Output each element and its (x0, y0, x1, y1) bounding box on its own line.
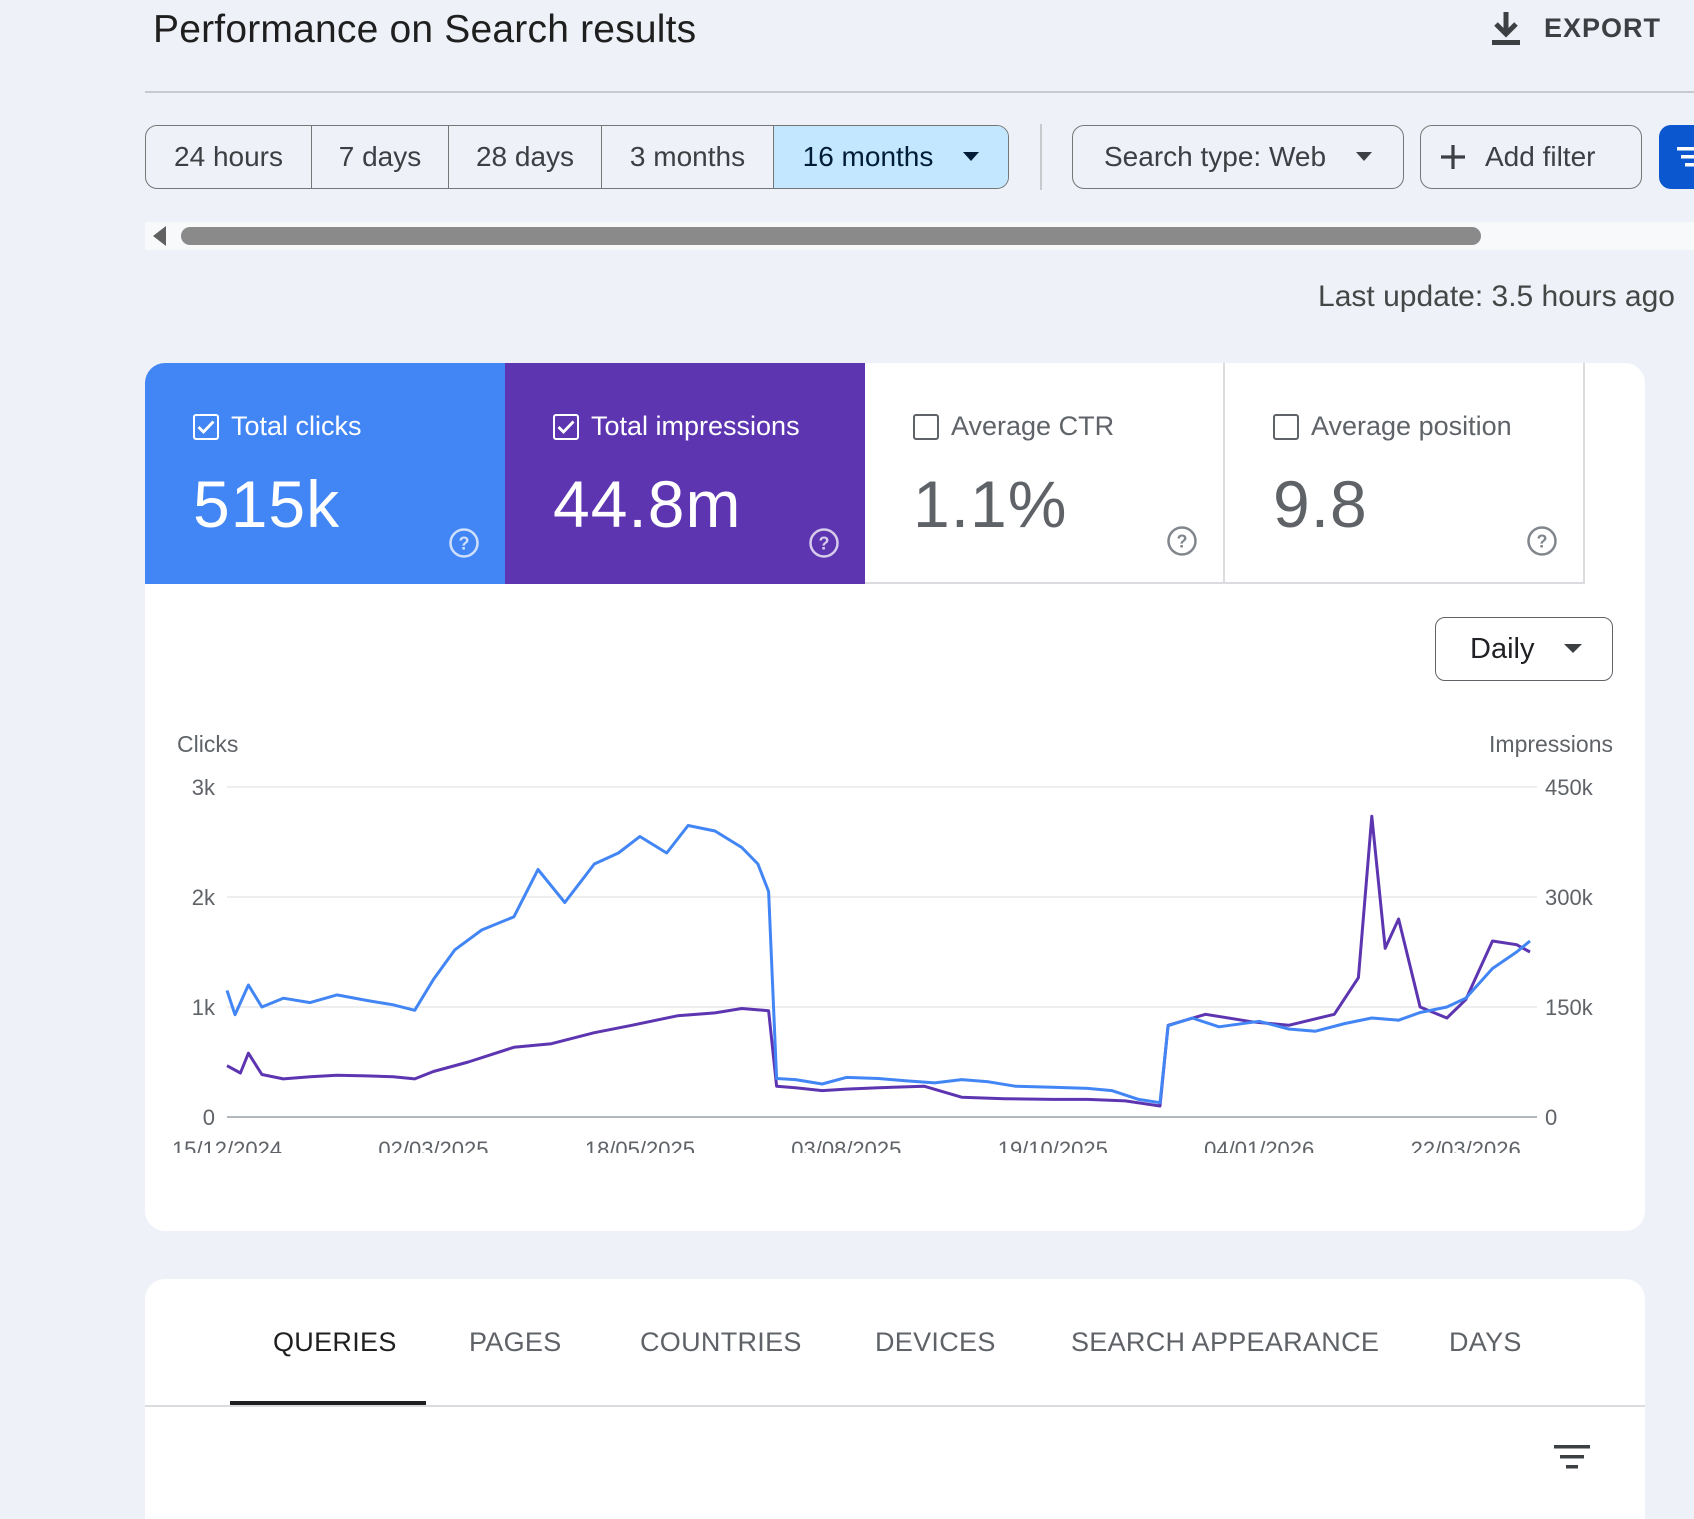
y-left-tick-label: 0 (203, 1105, 215, 1130)
svg-text:?: ? (1537, 532, 1548, 552)
active-tab-indicator (230, 1401, 426, 1405)
y-left-tick-label: 2k (192, 885, 216, 910)
filter-rows-icon[interactable] (1552, 1442, 1592, 1472)
svg-text:?: ? (459, 534, 470, 554)
metric-label: Total impressions (591, 411, 800, 441)
filter-menu-button[interactable] (1659, 125, 1694, 189)
filter-divider (1040, 124, 1042, 190)
search-type-dropdown[interactable]: Search type: Web (1072, 125, 1404, 189)
tab-countries[interactable]: COUNTRIES (640, 1327, 802, 1357)
checkbox-unchecked-icon[interactable] (1273, 413, 1299, 440)
range-3-months[interactable]: 3 months (602, 126, 774, 188)
metric-label: Average position (1311, 411, 1512, 441)
performance-chart[interactable]: Clicks Impressions 0 0 1k 150k 2k 300k 3k 450k 1… (145, 723, 1645, 1153)
metric-total-impressions[interactable]: Total impressions 44.8m ? (505, 363, 865, 584)
add-filter-label: Add filter (1485, 141, 1596, 172)
x-tick-label: 03/08/2025 (791, 1137, 901, 1153)
metric-average-position[interactable]: Average position 9.8 ? (1225, 363, 1585, 584)
x-tick-label: 22/03/2026 (1411, 1137, 1521, 1153)
x-tick-label: 15/12/2024 (172, 1137, 282, 1153)
y-left-axis-label: Clicks (177, 731, 238, 757)
scrollbar-thumb[interactable] (181, 227, 1481, 245)
help-icon[interactable]: ? (1166, 525, 1198, 557)
range-7-days[interactable]: 7 days (312, 126, 449, 188)
x-tick-label: 18/05/2025 (585, 1137, 695, 1153)
svg-text:?: ? (819, 534, 830, 554)
tab-days[interactable]: DAYS (1449, 1327, 1522, 1357)
filter-lines-icon (1677, 147, 1694, 167)
range-16-months[interactable]: 16 months (774, 126, 1008, 188)
x-tick-label: 02/03/2025 (378, 1137, 488, 1153)
checkbox-unchecked-icon[interactable] (913, 413, 939, 440)
performance-card: Total clicks 515k ? Total impressions 44… (145, 363, 1645, 1231)
add-filter-button[interactable]: Add filter (1420, 125, 1642, 189)
series-line-impressions (226, 814, 1531, 1108)
page-title: Performance on Search results (153, 8, 697, 51)
y-right-tick-label: 150k (1545, 995, 1594, 1020)
metric-value: 9.8 (1273, 467, 1368, 541)
export-label: EXPORT (1544, 12, 1662, 43)
metric-value: 515k (193, 467, 341, 541)
help-icon[interactable]: ? (448, 527, 480, 559)
svg-text:?: ? (1177, 532, 1188, 552)
granularity-label: Daily (1470, 632, 1535, 665)
y-left-tick-label: 3k (192, 775, 216, 800)
download-icon (1492, 12, 1520, 45)
metric-label: Total clicks (231, 411, 362, 441)
range-28-days[interactable]: 28 days (449, 126, 602, 188)
metric-value: 44.8m (553, 467, 742, 541)
help-icon[interactable]: ? (1526, 525, 1558, 557)
granularity-dropdown[interactable]: Daily (1435, 617, 1613, 681)
last-update-text: Last update: 3.5 hours ago (1318, 280, 1675, 313)
x-tick-label: 19/10/2025 (998, 1137, 1108, 1153)
scroll-left-arrow-icon[interactable] (152, 226, 168, 246)
x-tick-label: 04/01/2026 (1204, 1137, 1314, 1153)
dropdown-arrow-icon (963, 152, 980, 161)
y-right-tick-label: 450k (1545, 775, 1594, 800)
help-icon[interactable]: ? (808, 527, 840, 559)
metric-total-clicks[interactable]: Total clicks 515k ? (145, 363, 505, 584)
y-right-tick-label: 0 (1545, 1105, 1557, 1130)
export-button[interactable]: EXPORT (1490, 8, 1661, 48)
y-right-axis-label: Impressions (1489, 731, 1613, 757)
plus-icon (1441, 145, 1465, 169)
dropdown-arrow-icon (1564, 644, 1583, 653)
tab-devices[interactable]: DEVICES (875, 1327, 996, 1357)
date-range-selector: 24 hours 7 days 28 days 3 months 16 mont… (145, 125, 1009, 189)
tabs-divider (145, 1405, 1645, 1407)
dimension-tabs-card: QUERIES PAGES COUNTRIES DEVICES SEARCH A… (145, 1279, 1645, 1519)
tab-pages[interactable]: PAGES (469, 1327, 562, 1357)
checkbox-checked-icon[interactable] (193, 413, 219, 440)
dropdown-arrow-icon (1356, 152, 1373, 161)
search-type-label: Search type: Web (1104, 141, 1327, 172)
y-left-tick-label: 1k (192, 995, 216, 1020)
series-line-clicks (225, 824, 1531, 1105)
tab-queries[interactable]: QUERIES (273, 1327, 397, 1357)
metric-label: Average CTR (951, 411, 1115, 441)
metric-value: 1.1% (913, 467, 1068, 541)
tab-search-appearance[interactable]: SEARCH APPEARANCE (1071, 1327, 1380, 1357)
metric-average-ctr[interactable]: Average CTR 1.1% ? (865, 363, 1225, 584)
checkbox-checked-icon[interactable] (553, 413, 579, 440)
header-divider (145, 91, 1694, 93)
range-24-hours[interactable]: 24 hours (146, 126, 312, 188)
y-right-tick-label: 300k (1545, 885, 1594, 910)
